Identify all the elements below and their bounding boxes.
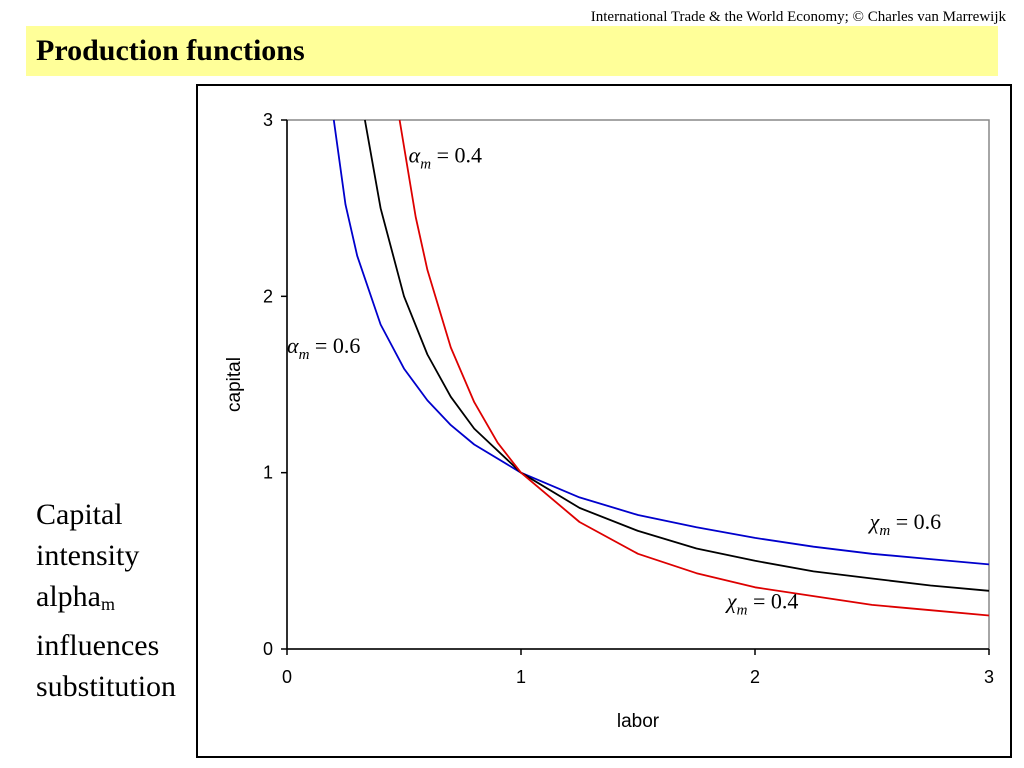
side-note-alpha: alpha	[36, 580, 101, 613]
annotation-greek: χ	[725, 588, 738, 613]
plot-area	[286, 119, 990, 650]
annotation-subscript: m	[420, 156, 431, 172]
annotation-greek: α	[409, 142, 421, 167]
x-axis-label: labor	[617, 711, 660, 732]
side-note: Capital intensity alpham influences subs…	[36, 494, 176, 707]
chart-frame: 0 1 2 3 0 1 2 3 labor capital αm = 0.4 αm = 0.6 χm =…	[196, 84, 1012, 758]
curve-annotation-4: χm = 0.4	[725, 588, 798, 618]
series-line-3	[398, 119, 990, 617]
annotation-subscript: m	[299, 347, 310, 363]
curve-annotation-3: χm = 0.6	[868, 509, 941, 539]
side-note-line2: intensity	[36, 539, 140, 572]
annotation-value: = 0.6	[309, 333, 360, 358]
x-tick-label: 1	[516, 667, 526, 687]
credit-line: International Trade & the World Economy;…	[590, 9, 1006, 25]
annotation-subscript: m	[737, 602, 748, 618]
series-line-1	[332, 119, 990, 566]
side-note-line1: Capital	[36, 498, 123, 531]
y-tick-label: 1	[263, 463, 273, 483]
annotation-greek: χ	[868, 509, 881, 534]
series-line-2	[364, 119, 990, 592]
y-tick-label: 0	[263, 639, 273, 659]
annotation-value: = 0.4	[431, 142, 482, 167]
curve-annotation-1: αm = 0.4	[409, 142, 482, 172]
annotation-value: = 0.6	[890, 509, 941, 534]
x-tick-label: 0	[282, 667, 292, 687]
y-axis-label: capital	[224, 357, 245, 412]
x-tick-label: 3	[984, 667, 994, 687]
slide-title: Production functions	[36, 34, 305, 67]
side-note-alpha-sub: m	[100, 594, 115, 614]
side-note-line4: influences	[36, 629, 160, 662]
annotation-subscript: m	[879, 523, 890, 539]
curve-annotation-2: αm = 0.6	[287, 333, 360, 363]
annotation-value: = 0.4	[747, 588, 798, 613]
side-note-line3: alpham	[36, 576, 176, 625]
y-tick-label: 3	[263, 110, 273, 130]
y-tick-label: 2	[263, 286, 273, 306]
side-note-line5: substitution	[36, 670, 177, 703]
title-bar: Production functions	[26, 26, 998, 76]
x-tick-label: 2	[750, 667, 760, 687]
annotation-greek: α	[287, 333, 299, 358]
